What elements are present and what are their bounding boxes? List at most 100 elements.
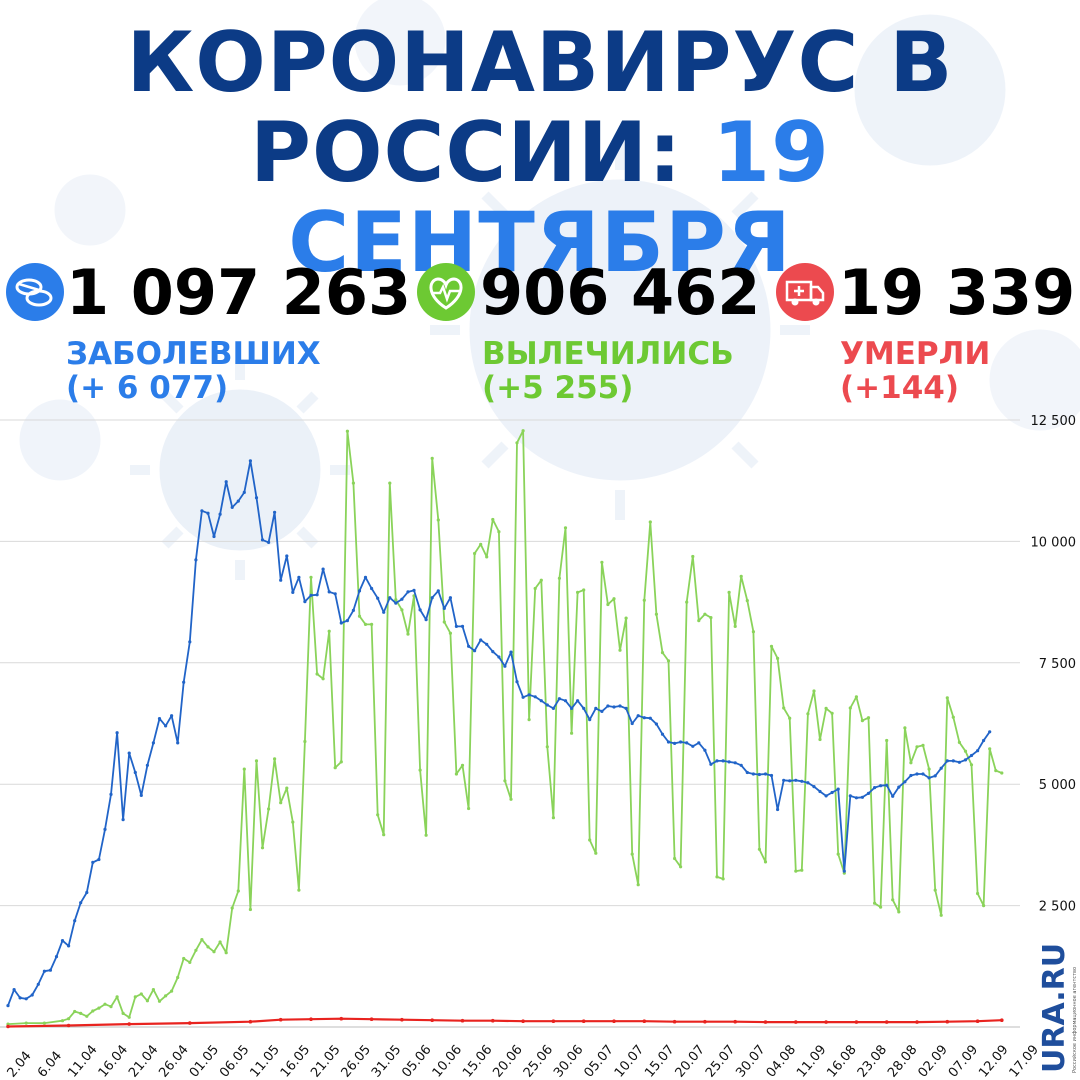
data-point — [339, 760, 343, 764]
data-point — [242, 490, 246, 494]
data-point — [739, 763, 743, 767]
data-point — [697, 619, 701, 623]
data-point — [763, 772, 768, 776]
data-point — [278, 1017, 283, 1022]
data-point — [115, 731, 119, 735]
data-point — [969, 763, 974, 767]
data-point — [127, 751, 131, 755]
y-tick-label: 12 500 — [1031, 414, 1077, 429]
data-point — [485, 642, 489, 646]
brand-tagline: Российское информационное агентство — [1071, 967, 1078, 1073]
data-point — [176, 741, 180, 745]
data-point — [612, 705, 616, 709]
data-point — [527, 718, 531, 722]
data-point — [909, 773, 913, 778]
data-point — [388, 481, 392, 485]
deaths-label: УМЕРЛИ — [840, 336, 991, 372]
data-point — [351, 481, 355, 485]
data-point — [915, 1020, 919, 1024]
data-point — [327, 629, 331, 633]
data-point — [600, 560, 604, 564]
data-point — [127, 1022, 131, 1026]
data-point — [576, 699, 580, 703]
data-point — [369, 1017, 374, 1021]
x-tick-label: 21.04 — [126, 1042, 161, 1080]
x-tick-label: 31.05 — [369, 1042, 404, 1080]
deaths-delta: (+144) — [840, 370, 960, 406]
data-point — [382, 610, 386, 614]
data-point — [769, 644, 774, 648]
data-point — [679, 865, 683, 869]
data-point — [188, 640, 192, 644]
data-point — [521, 1019, 525, 1023]
data-point — [188, 1021, 192, 1025]
data-point — [91, 1009, 95, 1013]
data-point — [297, 888, 301, 892]
data-point — [321, 567, 325, 571]
data-point — [139, 793, 143, 798]
data-point — [933, 774, 937, 778]
data-point — [66, 1023, 71, 1028]
data-point — [563, 526, 568, 530]
data-point — [491, 650, 495, 654]
data-point — [800, 868, 804, 872]
data-point — [624, 616, 628, 620]
data-point — [818, 789, 822, 794]
data-point — [794, 1020, 798, 1024]
data-point — [351, 608, 355, 613]
data-point — [606, 602, 610, 607]
data-point — [376, 813, 380, 817]
data-point — [873, 786, 877, 790]
data-point — [685, 741, 689, 745]
data-point — [6, 1024, 10, 1029]
data-point — [873, 901, 877, 905]
data-point — [448, 631, 452, 635]
data-point — [860, 719, 865, 723]
data-point — [879, 905, 883, 909]
data-point — [806, 712, 810, 716]
title-prefix: РОССИИ: — [250, 104, 683, 201]
data-point — [200, 509, 204, 513]
data-point — [60, 1019, 65, 1023]
data-point — [279, 801, 283, 805]
data-point — [473, 649, 477, 653]
data-point — [963, 749, 968, 753]
data-point — [303, 600, 307, 604]
data-point — [539, 578, 543, 582]
data-point — [485, 555, 489, 559]
data-point — [709, 762, 713, 766]
data-point — [618, 704, 622, 708]
data-point — [581, 1019, 586, 1023]
data-point — [848, 706, 852, 710]
data-point — [297, 575, 301, 579]
data-point — [218, 940, 222, 944]
data-point — [757, 847, 762, 851]
data-point — [727, 590, 731, 595]
data-point — [527, 693, 531, 697]
data-point — [382, 833, 386, 837]
x-tick-label: 06.05 — [217, 1042, 252, 1080]
data-point — [945, 1019, 950, 1024]
y-tick-label: 10 000 — [1031, 535, 1077, 550]
x-tick-label: 6.04 — [35, 1049, 65, 1080]
data-point — [67, 1017, 71, 1021]
data-point — [727, 760, 731, 764]
data-point — [273, 510, 277, 514]
x-tick-label: 01.05 — [187, 1042, 222, 1080]
data-point — [630, 721, 634, 726]
data-point — [97, 857, 101, 862]
data-point — [836, 787, 840, 791]
data-point — [321, 677, 325, 681]
data-point — [442, 606, 446, 611]
data-point — [194, 558, 198, 562]
data-point — [539, 699, 543, 703]
data-point — [969, 753, 974, 758]
data-point — [812, 785, 816, 789]
data-point — [885, 738, 889, 743]
data-point — [672, 1019, 677, 1024]
data-point — [430, 456, 434, 460]
data-point — [576, 590, 580, 595]
title-date: 19 СЕНТЯБРЯ — [288, 104, 830, 291]
data-point — [697, 741, 701, 745]
